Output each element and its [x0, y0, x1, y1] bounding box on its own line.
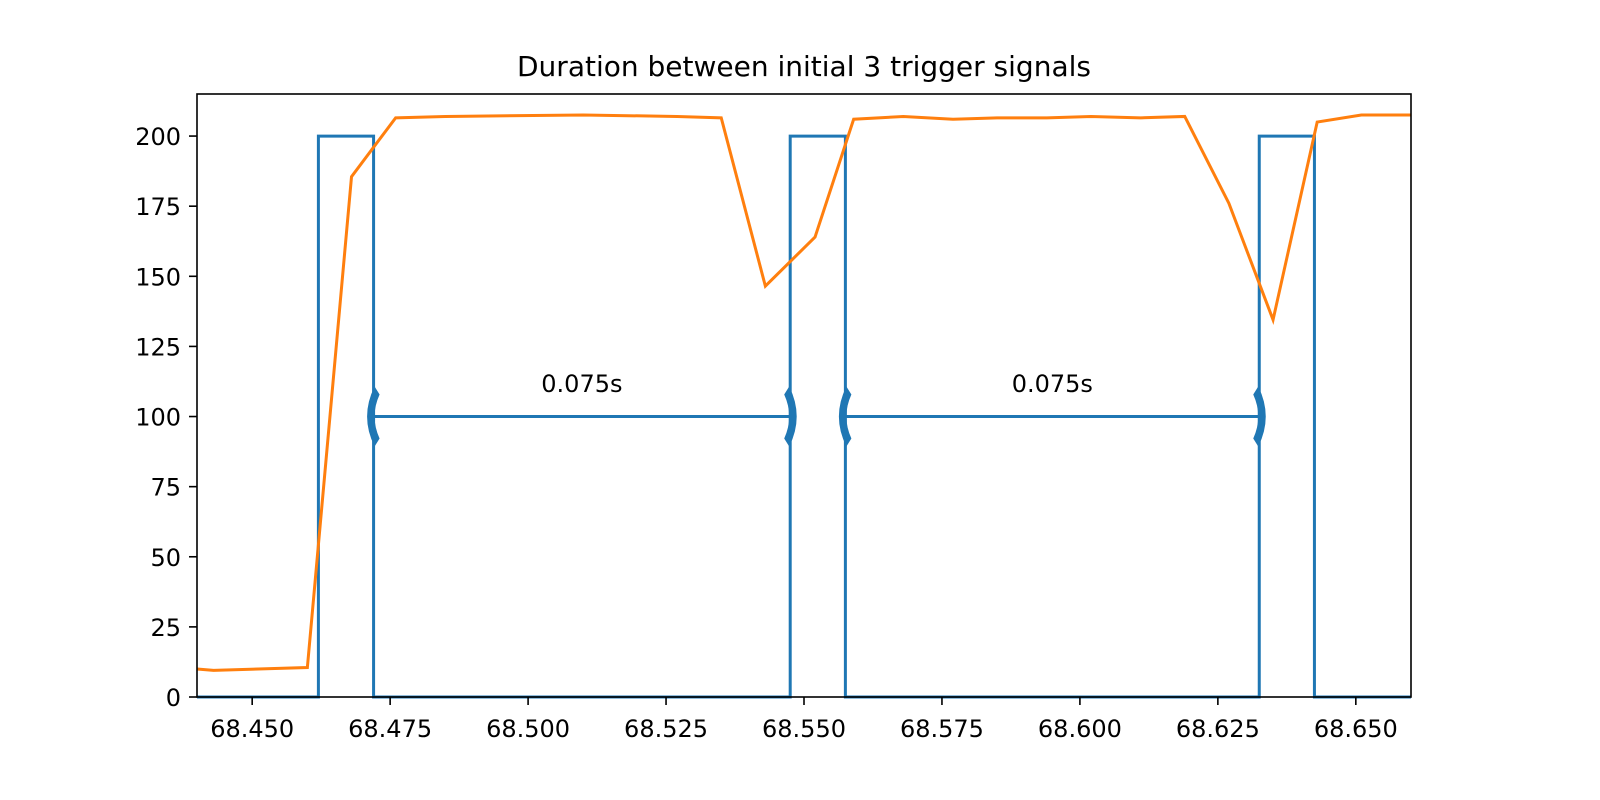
chart-title: Duration between initial 3 trigger signa…	[517, 50, 1091, 83]
y-tick-label: 75	[150, 474, 181, 502]
x-tick-label: 68.550	[762, 715, 846, 743]
x-tick-label: 68.575	[900, 715, 984, 743]
y-tick-label: 50	[150, 544, 181, 572]
y-tick-label: 175	[135, 193, 181, 221]
x-tick-label: 68.625	[1176, 715, 1260, 743]
series-line-1	[197, 134, 1411, 699]
y-tick-label: 200	[135, 123, 181, 151]
duration-annotation-1: 0.075s	[367, 370, 797, 447]
duration-label: 0.075s	[1012, 370, 1093, 398]
x-axis: 68.450 68.475 68.500 68.525 68.550 68.575 68.6…	[210, 697, 1398, 743]
y-tick-label: 25	[150, 614, 181, 642]
bracket-right	[784, 386, 797, 447]
bracket-right	[1253, 386, 1266, 447]
y-tick-label: 125	[135, 333, 181, 361]
series-layer	[196, 113, 1411, 699]
duration-annotation-2: 0.075s	[838, 370, 1266, 447]
y-tick-label: 0	[166, 684, 181, 712]
y-axis: 0 25 50 75 100 125 150 175 200	[135, 123, 197, 712]
x-tick-label: 68.500	[486, 715, 570, 743]
y-tick-label: 100	[135, 404, 181, 432]
x-tick-label: 68.475	[348, 715, 432, 743]
x-tick-label: 68.600	[1038, 715, 1122, 743]
x-tick-label: 68.450	[210, 715, 294, 743]
bracket-left	[838, 386, 852, 447]
annotation-layer: 0.075s 0.075s	[367, 370, 1266, 447]
x-tick-label: 68.650	[1314, 715, 1398, 743]
y-tick-label: 150	[135, 263, 181, 291]
duration-label: 0.075s	[541, 370, 622, 398]
x-tick-label: 68.525	[624, 715, 708, 743]
bracket-left	[367, 386, 380, 447]
series-line-2	[196, 113, 1411, 672]
